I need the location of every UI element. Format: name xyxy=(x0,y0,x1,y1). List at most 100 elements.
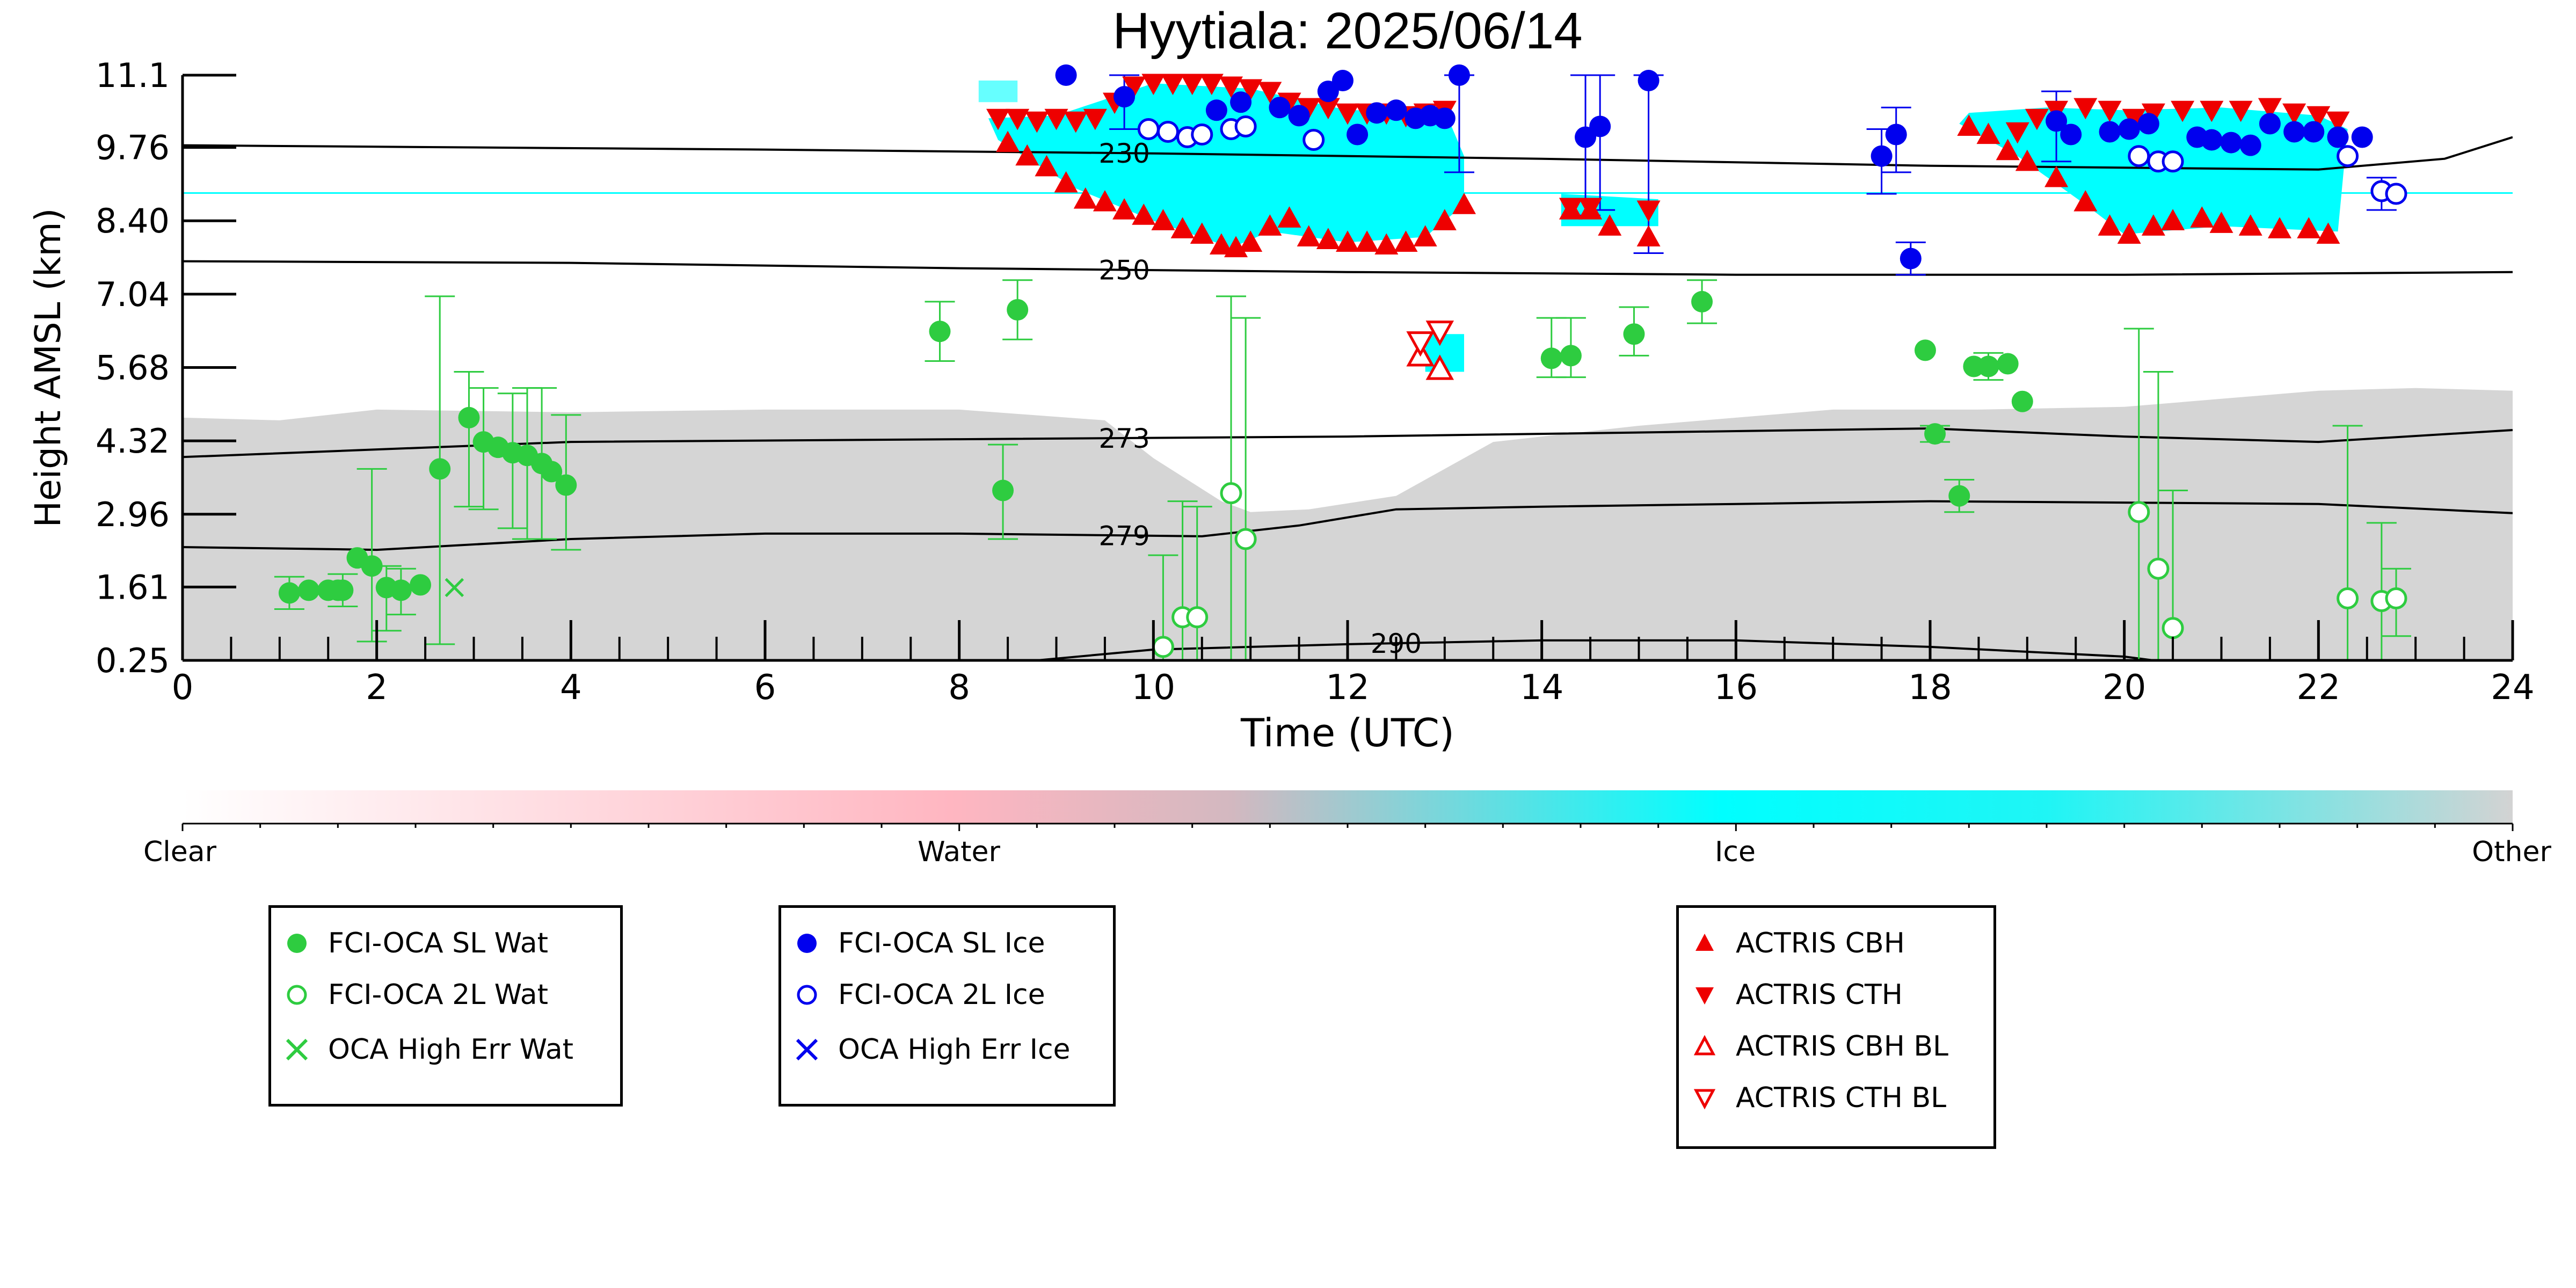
point-actris-cth xyxy=(2326,111,2350,133)
point-actris-cbh xyxy=(2297,217,2321,238)
ice-cloud-region-morning xyxy=(988,83,1464,248)
point-fci-oca-2l-wat xyxy=(2162,617,2184,639)
point-actris-cbh xyxy=(1598,214,1622,236)
point-fci-oca-sl-wat xyxy=(541,461,563,483)
y-tick-label: 7.04 xyxy=(96,275,170,314)
point-actris-cbh xyxy=(2141,214,2165,236)
red-triangle-up-icon xyxy=(1695,934,1714,951)
legend-item-2l-wat: FCI-OCA 2L Wat xyxy=(281,979,548,1011)
point-fci-oca-sl-ice xyxy=(1885,123,1907,145)
point-fci-oca-sl-ice xyxy=(1055,64,1077,86)
point-actris-cbh xyxy=(1093,190,1117,212)
point-fci-oca-sl-wat xyxy=(278,582,300,604)
legend-label: ACTRIS CTH xyxy=(1736,979,1903,1011)
point-fci-oca-2l-wat xyxy=(2385,587,2407,609)
point-fci-oca-sl-ice xyxy=(2118,118,2140,140)
point-fci-oca-sl-ice xyxy=(1114,86,1136,108)
point-actris-cth xyxy=(1199,74,1224,96)
point-fci-oca-sl-ice xyxy=(1448,64,1470,86)
point-fci-oca-2l-wat xyxy=(2147,557,2170,580)
point-actris-cbh xyxy=(1355,230,1379,252)
legend-item-sl-wat: FCI-OCA SL Wat xyxy=(281,927,548,959)
point-fci-oca-sl-ice xyxy=(1871,145,1893,167)
x-tick-label: 24 xyxy=(2491,668,2534,708)
blue-open-circle-icon xyxy=(797,985,817,1005)
point-actris-cbh xyxy=(1054,171,1078,193)
point-fci-oca-2l-wat xyxy=(2128,501,2150,523)
point-fci-oca-sl-wat xyxy=(429,458,451,480)
point-actris-cth xyxy=(2229,100,2253,122)
legend-label: ACTRIS CTH BL xyxy=(1736,1082,1947,1114)
colorbar-gradient xyxy=(183,790,2513,824)
point-actris-cth xyxy=(1336,103,1359,125)
point-actris-cbh xyxy=(996,130,1020,152)
colorbar-label-ice: Ice xyxy=(1715,836,1756,868)
point-fci-oca-sl-ice xyxy=(2137,113,2159,135)
point-fci-oca-sl-ice xyxy=(1230,91,1252,113)
point-actris-cth xyxy=(1239,79,1263,101)
point-actris-cth xyxy=(1161,74,1185,96)
blue-cross-icon xyxy=(796,1038,818,1061)
x-tick-label: 0 xyxy=(172,668,194,708)
point-fci-oca-2l-ice xyxy=(2337,145,2359,168)
point-actris-cbh xyxy=(2268,217,2291,238)
point-actris-cth xyxy=(2141,103,2165,125)
axes: 0 2 4 6 8 10 12 14 16 18 20 22 240.251.612.964.325.6… xyxy=(96,56,2535,708)
contour-label-273: 273 xyxy=(1098,423,1149,454)
point-fci-oca-sl-ice xyxy=(2046,110,2068,132)
error-bars xyxy=(274,74,2411,661)
point-actris-cbh xyxy=(1112,198,1137,220)
legend-label: OCA High Err Wat xyxy=(328,1034,573,1066)
point-actris-cth xyxy=(2282,103,2306,125)
legend-label: OCA High Err Ice xyxy=(838,1034,1071,1066)
x-tick-label: 2 xyxy=(366,668,388,708)
point-actris-cth xyxy=(2073,98,2098,120)
point-fci-oca-sl-ice xyxy=(2259,113,2281,135)
point-actris-cth xyxy=(2306,106,2331,128)
red-open-triangle-up-icon xyxy=(1693,1035,1716,1056)
point-actris-cbh xyxy=(1336,230,1359,252)
point-actris-cbh xyxy=(1258,214,1282,236)
y-tick-label: 0.25 xyxy=(96,641,170,680)
y-tick-label: 1.61 xyxy=(96,567,170,607)
point-actris-cth xyxy=(1297,98,1321,120)
legend-item-actris-cbh-bl: ACTRIS CBH BL xyxy=(1689,1030,1948,1063)
contour-line-250 xyxy=(183,260,2513,276)
point-fci-oca-2l-ice xyxy=(2385,183,2407,205)
point-fci-oca-2l-wat xyxy=(1220,482,1242,505)
legend-actris: ACTRIS CBH ACTRIS CTH ACTRIS CBH BL ACTR… xyxy=(1676,905,1996,1149)
y-tick-label: 5.68 xyxy=(96,348,170,387)
green-cross-icon xyxy=(286,1038,308,1061)
point-actris-cbh xyxy=(1452,193,1476,214)
point-actris-cth xyxy=(1025,111,1049,133)
contour-line-279 xyxy=(183,500,2513,551)
x-axis-label: Time (UTC) xyxy=(1240,710,1454,755)
legend-item-actris-cth-bl: ACTRIS CTH BL xyxy=(1689,1082,1946,1114)
point-fci-oca-sl-ice xyxy=(2060,123,2082,145)
x-tick-label: 8 xyxy=(948,668,970,708)
contour-line-230 xyxy=(183,136,2513,171)
point-fci-oca-sl-wat xyxy=(458,406,480,428)
x-tick-label: 6 xyxy=(754,668,776,708)
point-fci-oca-sl-ice xyxy=(2201,129,2223,151)
point-fci-oca-sl-ice xyxy=(1900,248,1922,270)
point-fci-oca-sl-ice xyxy=(2239,134,2261,156)
green-open-circle-icon xyxy=(287,985,307,1005)
point-fci-oca-2l-wat xyxy=(2337,587,2359,609)
colorbar: Clear Water Ice Other xyxy=(143,790,2551,868)
point-actris-cbh-bl xyxy=(1425,354,1454,380)
point-actris-cth xyxy=(1559,198,1583,220)
legend-item-high-err-ice: OCA High Err Ice xyxy=(791,1034,1071,1066)
point-actris-cbh xyxy=(1209,233,1233,255)
point-actris-cth xyxy=(1316,98,1340,120)
point-actris-cbh xyxy=(2044,165,2069,187)
point-fci-oca-sl-wat xyxy=(332,579,354,601)
point-actris-cbh xyxy=(2209,212,2233,233)
point-fci-oca-2l-ice xyxy=(1191,123,1213,146)
point-actris-cth xyxy=(1083,108,1107,130)
point-actris-cbh xyxy=(2161,209,2185,230)
x-tick-label: 20 xyxy=(2102,668,2146,708)
red-triangle-down-icon xyxy=(1695,987,1714,1005)
point-actris-cth xyxy=(1006,108,1030,130)
